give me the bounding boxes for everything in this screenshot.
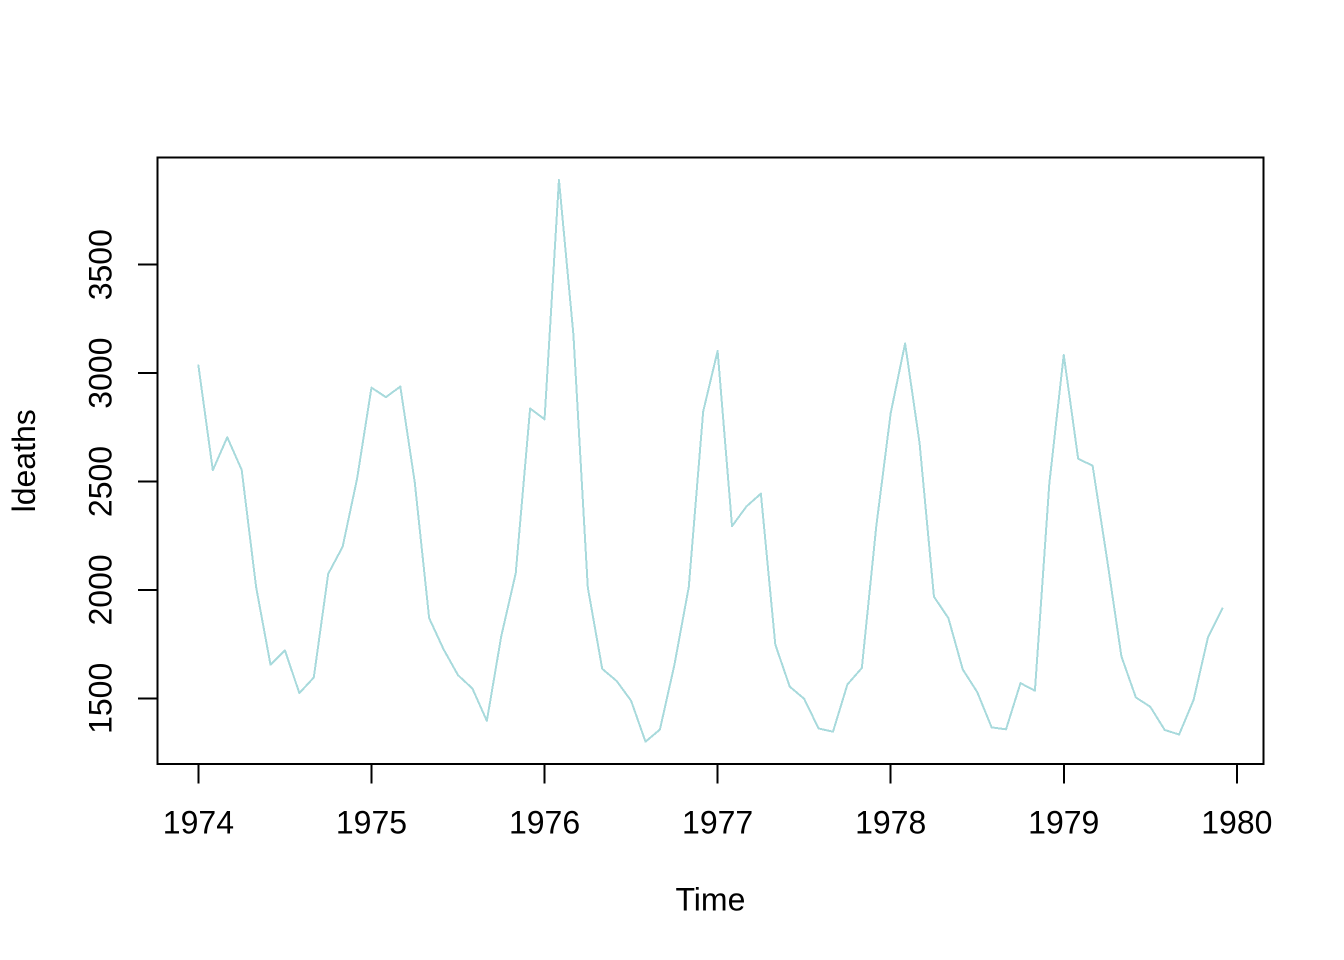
svg-text:1975: 1975 <box>336 805 407 841</box>
svg-text:2500: 2500 <box>83 446 119 517</box>
svg-text:2000: 2000 <box>83 554 119 625</box>
svg-text:1976: 1976 <box>509 805 580 841</box>
svg-text:3500: 3500 <box>83 229 119 300</box>
svg-text:1977: 1977 <box>682 805 753 841</box>
svg-text:1500: 1500 <box>83 663 119 734</box>
svg-text:1980: 1980 <box>1201 805 1272 841</box>
svg-text:1979: 1979 <box>1028 805 1099 841</box>
svg-text:1978: 1978 <box>855 805 926 841</box>
svg-text:3000: 3000 <box>83 338 119 409</box>
svg-text:1974: 1974 <box>163 805 234 841</box>
svg-text:ldeaths: ldeaths <box>6 409 42 512</box>
svg-text:Time: Time <box>675 882 745 918</box>
